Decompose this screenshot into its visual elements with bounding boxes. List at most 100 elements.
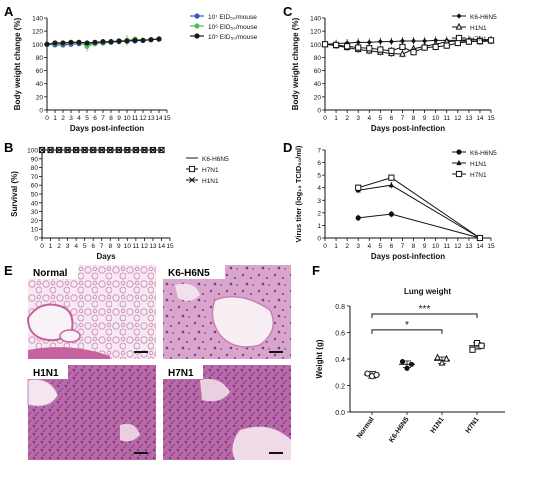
y-axis-label: Weight (g) — [315, 339, 324, 378]
data-point — [116, 38, 122, 44]
panel-label-f: F — [312, 263, 320, 278]
x-tick-label: 2 — [57, 243, 61, 250]
x-tick-label: 11 — [443, 243, 450, 250]
y-tick-label: 70 — [31, 174, 39, 181]
x-tick-label: 13 — [147, 115, 155, 122]
significance-label: * — [405, 320, 409, 331]
y-tick-label: 80 — [31, 165, 39, 172]
data-point — [39, 147, 45, 153]
y-tick-label: 120 — [310, 29, 321, 36]
data-point — [399, 43, 406, 51]
x-tick-label: 5 — [83, 243, 87, 250]
legend-marker — [194, 23, 200, 29]
legend-label: K6-H6N5 — [470, 150, 497, 157]
legend-label: H7N1 — [202, 167, 219, 174]
y-tick-label: 0 — [34, 236, 38, 243]
legend-label: K6-H6N5 — [470, 14, 497, 21]
x-tick-label: 7 — [401, 243, 405, 250]
chart-f-lung-weight: 0.0 0.2 0.4 0.6 0.8 Weight (g) Lung weight Norm… — [315, 287, 505, 444]
y-tick-label: 1 — [317, 223, 321, 230]
legend-marker — [455, 34, 463, 42]
x-tick-label: 9 — [423, 243, 427, 250]
x-tick-label: 3 — [66, 243, 70, 250]
x-tick-label: 15 — [487, 115, 495, 122]
y-tick-label: 90 — [31, 156, 39, 163]
data-point — [124, 147, 131, 153]
panel-label-a: A — [4, 4, 14, 19]
scale-bar — [134, 351, 148, 353]
data-point — [399, 359, 406, 365]
y-tick-label: 40 — [31, 200, 39, 207]
y-tick-label: 0.0 — [335, 410, 345, 417]
y-tick-label: 60 — [36, 68, 44, 75]
x-tick-label: 11 — [132, 115, 139, 122]
data-point — [64, 147, 71, 153]
data-point — [434, 353, 441, 361]
x-tick-label: 10 — [124, 243, 132, 250]
y-tick-label: 100 — [27, 148, 38, 155]
x-tick-label: 0 — [323, 115, 327, 122]
x-tick-label: 1 — [334, 115, 338, 122]
x-tick-label: 15 — [487, 243, 495, 250]
y-tick-label: 0 — [39, 108, 43, 115]
x-tick-label: 6 — [91, 243, 95, 250]
data-point — [388, 182, 394, 188]
y-tick-label: 0 — [317, 236, 321, 243]
x-tick-label: 7 — [401, 115, 405, 122]
data-point — [100, 39, 106, 45]
data-point — [355, 184, 362, 191]
data-point — [487, 37, 495, 44]
x-tick-label: 14 — [155, 115, 163, 122]
x-tick-label: 12 — [139, 115, 147, 122]
legend-label: H1N1 — [470, 25, 487, 32]
data-point — [355, 215, 361, 221]
y-axis-label: Body weight change (%) — [13, 17, 22, 110]
x-tick-label: 3 — [69, 115, 73, 122]
x-tick-label: 14 — [158, 243, 166, 250]
x-tick-label: 1 — [334, 243, 338, 250]
x-tick-label: 12 — [141, 243, 149, 250]
x-tick-label: 4 — [77, 115, 81, 122]
x-tick-label: 5 — [85, 115, 89, 122]
significance-bracket — [371, 329, 443, 334]
x-tick-label: K6-H6N5 — [388, 416, 411, 444]
data-point — [148, 37, 154, 43]
x-tick-label: 8 — [412, 115, 416, 122]
x-tick-label: 0 — [323, 243, 327, 250]
x-tick-label: 11 — [443, 115, 450, 122]
data-point — [156, 36, 162, 42]
y-tick-label: 0.2 — [335, 384, 345, 391]
y-tick-label: 6 — [317, 160, 321, 167]
x-tick-label: 9 — [423, 115, 427, 122]
x-tick-label: 14 — [476, 243, 484, 250]
significance-label: *** — [419, 304, 431, 315]
data-point — [47, 147, 54, 153]
y-axis-label: Virus titer (log₁₀ TCID₅₀/ml) — [294, 145, 303, 242]
x-tick-label: 9 — [117, 243, 121, 250]
y-tick-label: 50 — [31, 192, 39, 199]
data-point — [158, 147, 165, 153]
data-point — [454, 39, 461, 47]
panel-label-c: C — [283, 4, 293, 19]
x-tick-label: Normal — [356, 416, 376, 440]
x-tick-label: 5 — [379, 115, 383, 122]
x-axis-label: Days — [96, 252, 116, 261]
data-point — [149, 147, 156, 153]
data-point — [355, 44, 362, 51]
data-point — [115, 147, 122, 153]
legend-marker — [456, 13, 462, 19]
y-tick-label: 5 — [317, 173, 321, 180]
data-point — [410, 38, 417, 44]
data-point — [321, 41, 329, 48]
data-point — [140, 37, 146, 43]
y-tick-label: 2 — [317, 210, 321, 217]
legend-marker — [194, 33, 200, 39]
x-tick-label: 15 — [166, 243, 174, 250]
y-tick-label: 30 — [31, 209, 39, 216]
data-point — [465, 38, 472, 45]
data-point — [377, 39, 383, 45]
x-tick-label: 1 — [53, 115, 57, 122]
x-tick-label: 3 — [356, 243, 360, 250]
